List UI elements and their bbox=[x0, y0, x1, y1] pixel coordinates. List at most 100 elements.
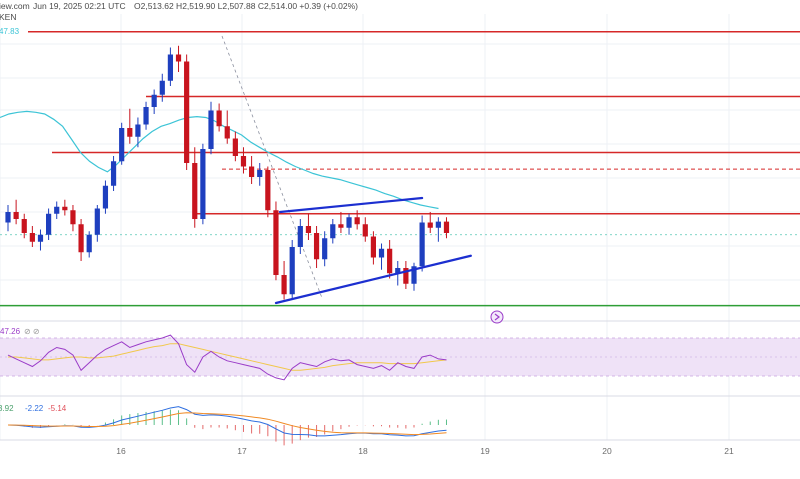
header-ohlc: O2,513.62 H2,519.90 L2,507.88 C2,514.00 … bbox=[134, 1, 358, 11]
candle-body-10 bbox=[86, 234, 92, 253]
candle-body-12 bbox=[102, 185, 109, 209]
candle-body-24 bbox=[200, 149, 206, 219]
candle-body-29 bbox=[240, 156, 247, 167]
candle-25 bbox=[208, 101, 214, 155]
candle-53 bbox=[435, 217, 441, 242]
candle-body-16 bbox=[135, 124, 141, 137]
candle-body-33 bbox=[273, 210, 279, 275]
x-tick-label-17: 17 bbox=[237, 446, 247, 456]
candle-49 bbox=[403, 261, 409, 289]
candle-body-48 bbox=[395, 268, 401, 274]
candle-31 bbox=[257, 163, 263, 186]
candle-33 bbox=[273, 201, 279, 281]
candle-47 bbox=[387, 240, 393, 279]
rsi-settings-icon[interactable]: ⊘ ⊘ bbox=[24, 327, 40, 336]
candle-17 bbox=[143, 101, 149, 130]
candle-40 bbox=[330, 219, 336, 244]
candle-body-49 bbox=[403, 268, 409, 284]
candle-body-34 bbox=[281, 275, 287, 295]
candle-body-53 bbox=[435, 221, 441, 228]
candle-9 bbox=[78, 219, 84, 261]
header-date: Jun 19, 2025 02:21 UTC bbox=[33, 1, 126, 11]
candle-36 bbox=[297, 219, 303, 254]
x-tick-label-16: 16 bbox=[116, 446, 126, 456]
candle-body-25 bbox=[208, 110, 214, 149]
candle-20 bbox=[167, 47, 173, 86]
rsi-line bbox=[7, 334, 447, 381]
candle-body-17 bbox=[143, 107, 149, 125]
macd-hist-value: 3.92 bbox=[0, 404, 14, 413]
trendline-0 bbox=[278, 196, 424, 214]
candle-32 bbox=[265, 166, 271, 218]
candle-42 bbox=[346, 213, 352, 235]
macd-histogram bbox=[15, 409, 447, 446]
candle-0 bbox=[5, 205, 11, 232]
candle-18 bbox=[151, 89, 157, 114]
candles bbox=[5, 45, 450, 300]
candle-body-43 bbox=[354, 217, 360, 225]
candle-29 bbox=[240, 147, 247, 174]
candle-43 bbox=[354, 210, 360, 230]
candle-16 bbox=[135, 117, 141, 148]
candle-body-11 bbox=[94, 208, 100, 235]
candle-27 bbox=[224, 110, 230, 144]
candle-body-15 bbox=[127, 128, 133, 137]
candle-body-39 bbox=[322, 238, 328, 260]
candle-body-46 bbox=[378, 248, 385, 258]
trendline-1 bbox=[274, 254, 472, 305]
candle-35 bbox=[289, 240, 295, 300]
rsi-ma-line bbox=[8, 343, 447, 371]
candle-5 bbox=[46, 208, 52, 240]
candle-body-44 bbox=[362, 224, 368, 237]
candle-19 bbox=[159, 73, 165, 102]
candle-30 bbox=[249, 156, 255, 184]
candle-body-31 bbox=[257, 170, 263, 177]
candle-body-0 bbox=[5, 212, 11, 223]
replay-marker-icon[interactable] bbox=[490, 310, 504, 324]
header-source: iew.com bbox=[0, 1, 30, 11]
candle-body-40 bbox=[330, 224, 336, 239]
candle-39 bbox=[322, 231, 328, 267]
candle-body-1 bbox=[13, 212, 19, 219]
ma-value-label: 47.83 bbox=[0, 27, 20, 36]
candle-body-23 bbox=[192, 163, 198, 219]
candle-body-42 bbox=[346, 217, 352, 228]
candle-body-47 bbox=[387, 248, 393, 274]
candle-22 bbox=[184, 54, 190, 170]
candle-11 bbox=[94, 205, 100, 242]
candle-body-30 bbox=[249, 166, 255, 177]
x-tick-label-20: 20 bbox=[602, 446, 612, 456]
candle-12 bbox=[102, 180, 109, 214]
candle-4 bbox=[37, 229, 44, 251]
time-axis: 16 17 18 19 20 21 bbox=[116, 446, 734, 456]
candle-body-9 bbox=[78, 224, 84, 253]
candle-body-20 bbox=[167, 54, 173, 81]
candle-23 bbox=[192, 147, 198, 228]
candle-38 bbox=[313, 226, 320, 268]
candle-body-2 bbox=[21, 219, 27, 233]
candle-body-50 bbox=[411, 266, 417, 284]
candle-body-19 bbox=[159, 80, 165, 95]
candle-28 bbox=[232, 131, 238, 162]
candle-body-45 bbox=[370, 236, 376, 258]
candle-45 bbox=[370, 231, 376, 265]
candle-13 bbox=[110, 156, 117, 191]
candle-6 bbox=[54, 201, 60, 219]
candle-body-7 bbox=[62, 206, 68, 211]
candle-body-52 bbox=[427, 222, 433, 228]
candle-8 bbox=[70, 205, 76, 232]
candle-body-27 bbox=[224, 126, 230, 139]
candle-body-4 bbox=[37, 234, 44, 242]
candle-body-22 bbox=[184, 61, 190, 163]
candle-14 bbox=[119, 122, 125, 165]
candle-34 bbox=[281, 261, 287, 300]
candle-10 bbox=[86, 231, 92, 258]
candle-46 bbox=[378, 243, 385, 270]
macd-line-value: -2.22 bbox=[25, 404, 44, 413]
candle-54 bbox=[443, 217, 450, 239]
candle-body-38 bbox=[313, 233, 320, 260]
candle-body-26 bbox=[216, 110, 222, 127]
